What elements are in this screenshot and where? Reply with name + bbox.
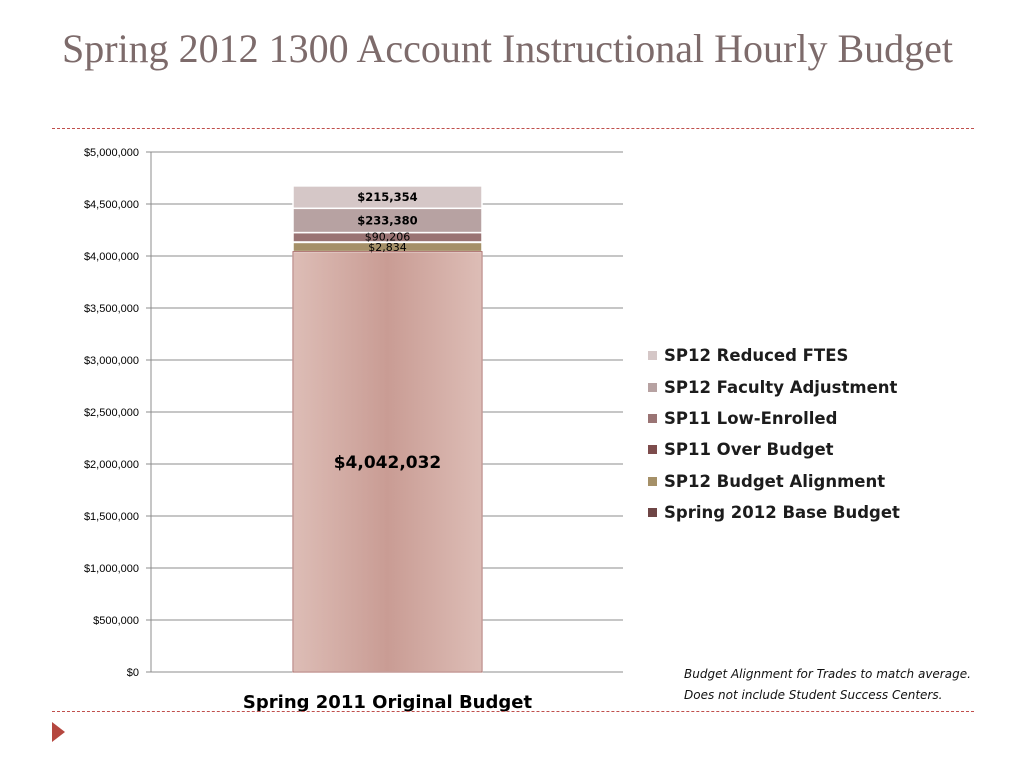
y-tick-label: $4,500,000	[84, 199, 139, 211]
legend-swatch	[648, 351, 657, 361]
legend-swatch	[648, 382, 657, 392]
y-tick-label: $500,000	[93, 615, 139, 627]
slide-title: Spring 2012 1300 Account Instructional H…	[62, 26, 954, 71]
note-line-2: Does not include Student Success Centers…	[684, 688, 943, 702]
bar-outline	[292, 251, 483, 673]
legend-label: SP12 Reduced FTES	[664, 346, 849, 366]
y-tick-label: $5,000,000	[84, 147, 139, 159]
legend-swatch	[648, 445, 657, 455]
legend-item: SP11 Over Budget	[648, 434, 900, 465]
bar-segment	[292, 185, 483, 210]
legend-label: SP12 Faculty Adjustment	[664, 377, 898, 397]
title-divider	[52, 128, 974, 129]
triangle-right-icon[interactable]	[52, 722, 65, 742]
y-tick-label: $2,500,000	[84, 407, 139, 419]
legend-label: Spring 2012 Base Budget	[664, 503, 900, 523]
y-tick-label: $0	[127, 667, 139, 679]
y-tick-label: $3,500,000	[84, 303, 139, 315]
y-tick-label: $3,000,000	[84, 355, 139, 367]
chart-note: Budget Alignment for Trades to match ave…	[684, 664, 1004, 706]
y-tick-label: $1,500,000	[84, 511, 139, 523]
legend-item: SP11 Low-Enrolled	[648, 403, 900, 434]
legend-swatch	[648, 413, 657, 423]
chart-legend: SP12 Reduced FTES SP12 Faculty Adjustment…	[648, 340, 900, 528]
legend-label: SP12 Budget Alignment	[664, 471, 886, 491]
note-line-1: Budget Alignment for Trades to match ave…	[684, 667, 971, 681]
bar-segment	[292, 250, 483, 673]
legend-item: SP12 Reduced FTES	[648, 340, 900, 371]
data-label: $233,380	[357, 213, 417, 227]
footer-divider	[52, 711, 974, 712]
legend-swatch	[648, 508, 657, 518]
y-tick-label: $4,000,000	[84, 251, 139, 263]
y-tick-label: $2,000,000	[84, 459, 139, 471]
legend-item: SP12 Faculty Adjustment	[648, 371, 900, 402]
legend-swatch	[648, 476, 657, 486]
data-label: $90,206	[365, 230, 411, 243]
data-label: $4,042,032	[334, 453, 442, 473]
legend-label: SP11 Low-Enrolled	[664, 408, 838, 428]
x-category-label: Spring 2011 Original Budget	[243, 692, 533, 713]
legend-item: Spring 2012 Base Budget	[648, 497, 900, 528]
legend-item: SP12 Budget Alignment	[648, 466, 900, 497]
legend-label: SP11 Over Budget	[664, 440, 834, 460]
y-tick-label: $1,000,000	[84, 563, 139, 575]
data-label: $2,834	[368, 241, 407, 254]
data-label: $215,354	[357, 190, 417, 204]
